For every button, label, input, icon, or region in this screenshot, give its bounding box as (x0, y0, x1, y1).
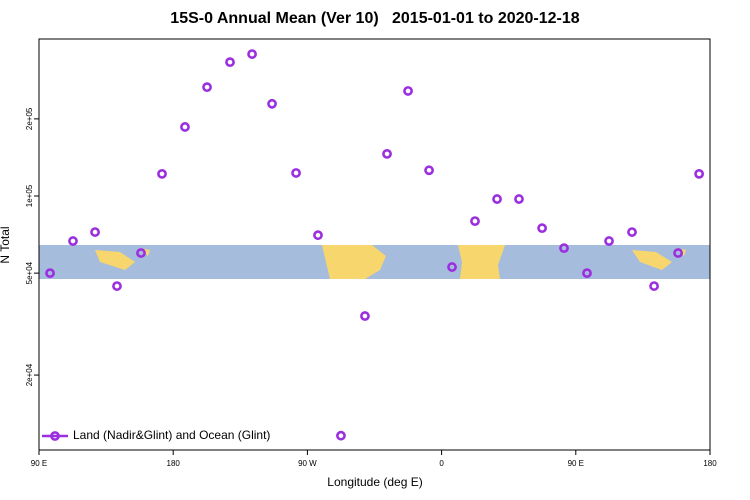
y-tick-label: 2e+04 (25, 363, 34, 386)
point (68, 236, 78, 246)
x-tick-label: 90 E (31, 459, 47, 468)
point (360, 311, 370, 321)
point (157, 168, 167, 179)
point (45, 268, 55, 279)
x-tick-label: 0 (439, 459, 444, 468)
point (336, 430, 346, 441)
point (267, 98, 277, 109)
x-tick-label: 90 E (568, 459, 584, 468)
chart-title: 15S-0 Annual Mean (Ver 10) 2015-01-01 to… (170, 10, 579, 27)
point (649, 281, 659, 291)
point (247, 49, 257, 59)
y-axis-label: N Total (0, 226, 12, 263)
point (447, 262, 457, 272)
point (470, 216, 480, 227)
y-tick-label: 1e+05 (25, 184, 34, 207)
map-band (39, 245, 710, 279)
point (694, 168, 705, 179)
point (604, 236, 614, 246)
point (291, 168, 301, 178)
point (559, 243, 569, 254)
point (313, 230, 323, 241)
x-tick-label: 180 (703, 459, 717, 468)
point (673, 248, 683, 258)
y-tick-label: 5e+04 (25, 261, 34, 284)
x-tick-label: 180 (167, 459, 181, 468)
point (382, 148, 392, 159)
legend-label: Land (Nadir&Glint) and Ocean (Glint) (73, 428, 270, 442)
point (112, 281, 122, 291)
point (136, 248, 146, 258)
point (424, 165, 434, 176)
point (202, 82, 212, 93)
legend-marker (50, 431, 60, 441)
x-axis-label: Longitude (deg E) (327, 475, 422, 489)
point (225, 57, 235, 68)
point (537, 223, 548, 234)
point (492, 194, 502, 204)
point (627, 227, 637, 237)
x-tick-label: 90 W (298, 459, 317, 468)
point (582, 268, 592, 279)
point (514, 194, 524, 204)
point (403, 86, 413, 96)
y-tick-label: 2e+05 (25, 107, 34, 130)
point (90, 227, 100, 237)
point (180, 122, 190, 132)
plot-frame (38, 38, 711, 451)
